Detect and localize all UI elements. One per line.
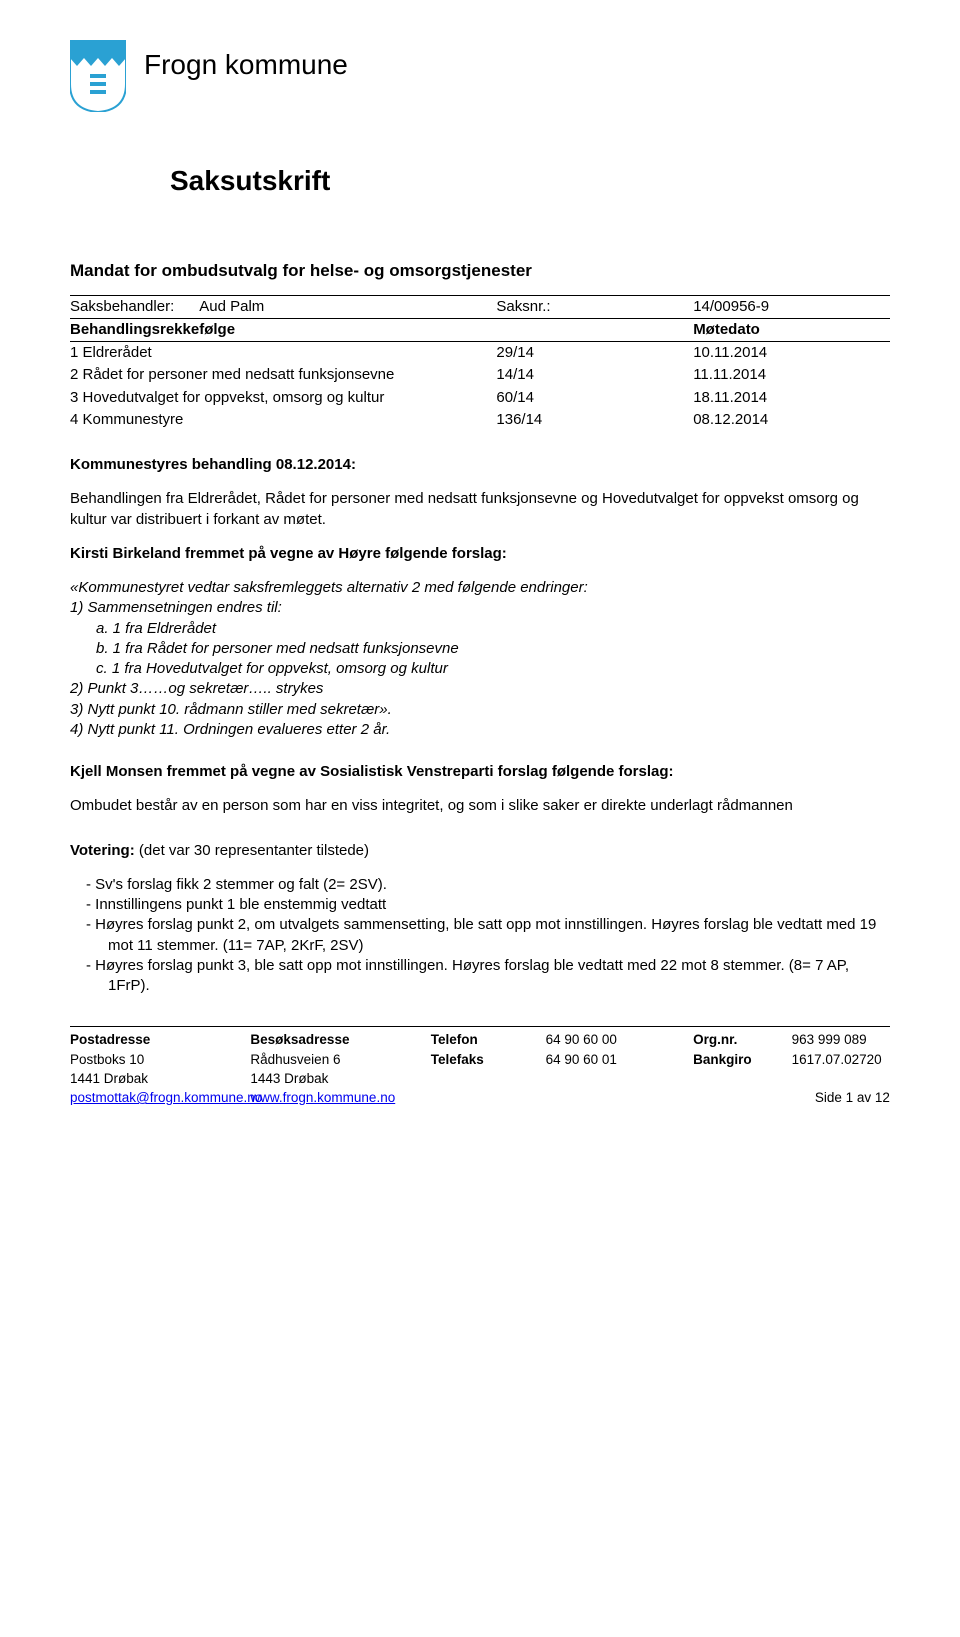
list-item: 1) Sammensetningen endres til: xyxy=(70,598,890,618)
footer-head: Besøksadresse xyxy=(250,1031,430,1049)
handler-label: Saksbehandler: xyxy=(70,298,174,315)
page-number: Side 1 av 12 xyxy=(693,1089,890,1107)
footer-val: 1617.07.02720 xyxy=(792,1051,890,1069)
sv-heading: Kjell Monsen fremmet på vegne av Sosiali… xyxy=(70,762,890,782)
footer-head: Telefaks xyxy=(431,1051,546,1069)
list-item: 3) Nytt punkt 10. rådmann stiller med se… xyxy=(70,700,890,720)
list-item: - Høyres forslag punkt 2, om utvalgets s… xyxy=(70,915,890,956)
table-row: 1 Eldrerådet 29/14 10.11.2014 xyxy=(70,342,890,365)
table-row: 4 Kommunestyre 136/14 08.12.2014 xyxy=(70,409,890,431)
footer-email[interactable]: postmottak@frogn.kommune.no xyxy=(70,1089,250,1107)
footer-head: Org.nr. xyxy=(693,1031,791,1049)
footer-val: 1443 Drøbak xyxy=(250,1070,430,1088)
letterhead: Frogn kommune xyxy=(70,40,890,112)
subject-heading: Mandat for ombudsutvalg for helse- og om… xyxy=(70,260,890,283)
page-footer: Postadresse Besøksadresse Telefon 64 90 … xyxy=(70,1026,890,1107)
list-item: 4) Nytt punkt 11. Ordningen evalueres et… xyxy=(70,720,890,740)
document-title: Saksutskrift xyxy=(170,162,890,200)
list-item: a. 1 fra Eldrerådet xyxy=(70,619,890,639)
footer-head: Bankgiro xyxy=(693,1051,791,1069)
votering-list: - Sv's forslag fikk 2 stemmer og falt (2… xyxy=(70,875,890,997)
saksnr-value: 14/00956-9 xyxy=(693,295,890,318)
shield-logo xyxy=(70,40,126,112)
list-item: - Sv's forslag fikk 2 stemmer og falt (2… xyxy=(70,875,890,895)
handler-name: Aud Palm xyxy=(199,298,264,315)
sv-body: Ombudet består av en person som har en v… xyxy=(70,796,890,816)
votering-block: Votering: (det var 30 representanter til… xyxy=(70,841,890,861)
votering-label: Votering: xyxy=(70,842,135,859)
footer-val: Rådhusveien 6 xyxy=(250,1051,430,1069)
footer-val: 64 90 60 00 xyxy=(546,1031,694,1049)
saksnr-label: Saksnr.: xyxy=(496,295,693,318)
case-meta-table: Saksbehandler: Aud Palm Saksnr.: 14/0095… xyxy=(70,295,890,432)
table-row: 2 Rådet for personer med nedsatt funksjo… xyxy=(70,364,890,386)
votering-note: (det var 30 representanter tilstede) xyxy=(135,842,369,859)
footer-web[interactable]: www.frogn.kommune.no xyxy=(250,1089,430,1107)
kommune-name: Frogn kommune xyxy=(144,46,348,84)
table-row: 3 Hovedutvalget for oppvekst, omsorg og … xyxy=(70,387,890,409)
footer-val: 963 999 089 xyxy=(792,1031,890,1049)
proposal-block: «Kommunestyret vedtar saksfremleggets al… xyxy=(70,578,890,740)
list-item: c. 1 fra Hovedutvalget for oppvekst, oms… xyxy=(70,659,890,679)
date-label: Møtedato xyxy=(693,318,890,341)
proposal-intro: Kirsti Birkeland fremmet på vegne av Høy… xyxy=(70,544,890,564)
footer-head: Telefon xyxy=(431,1031,546,1049)
list-item: - Høyres forslag punkt 3, ble satt opp m… xyxy=(70,956,890,997)
list-item: b. 1 fra Rådet for personer med nedsatt … xyxy=(70,639,890,659)
order-label: Behandlingsrekkefølge xyxy=(70,318,496,341)
footer-val: Postboks 10 xyxy=(70,1051,250,1069)
footer-head: Postadresse xyxy=(70,1031,250,1049)
behandling-heading: Kommunestyres behandling 08.12.2014: xyxy=(70,455,890,475)
proposal-lead: «Kommunestyret vedtar saksfremleggets al… xyxy=(70,578,890,598)
list-item: - Innstillingens punkt 1 ble enstemmig v… xyxy=(70,895,890,915)
paragraph: Behandlingen fra Eldrerådet, Rådet for p… xyxy=(70,489,890,530)
list-item: 2) Punkt 3……og sekretær….. strykes xyxy=(70,679,890,699)
footer-val: 64 90 60 01 xyxy=(546,1051,694,1069)
footer-val: 1441 Drøbak xyxy=(70,1070,250,1088)
